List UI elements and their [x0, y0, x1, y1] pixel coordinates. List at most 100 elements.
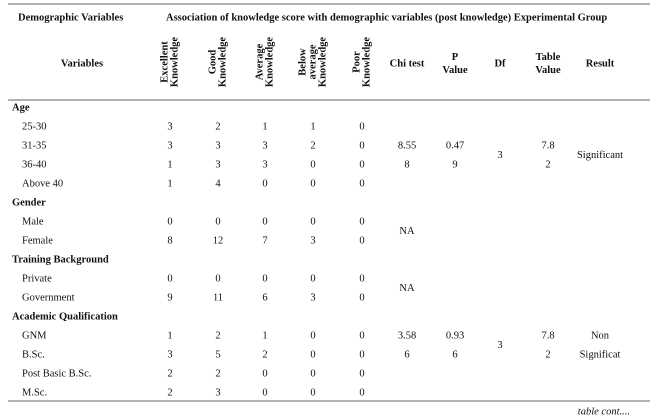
cell-value: 8 [167, 235, 172, 246]
group-name: Age [12, 102, 30, 113]
cell-value: 0 [310, 368, 315, 379]
cell-value: 0 [359, 349, 364, 360]
stat-value: Significat [580, 349, 621, 360]
knowledge-header: Knowledge [361, 37, 372, 88]
knowledge-header: average [307, 44, 318, 79]
cell-value: 3 [310, 235, 315, 246]
cell-value: 0 [359, 273, 364, 284]
variables-header: Variables [61, 58, 103, 69]
cell-value: 3 [215, 387, 220, 398]
row-label: Female [22, 235, 53, 246]
cell-value: 5 [215, 349, 220, 360]
cell-value: 11 [213, 292, 223, 303]
cell-value: 2 [310, 140, 315, 151]
stat-header: Chi test [390, 58, 425, 69]
cell-value: 0 [359, 159, 364, 170]
group-name: Academic Qualification [12, 311, 118, 322]
cell-value: 0 [262, 178, 267, 189]
stat-header: P [452, 52, 459, 63]
stat-value: NA [399, 226, 415, 237]
cell-value: 0 [310, 159, 315, 170]
cell-value: 2 [167, 387, 172, 398]
stat-value: 3.58 [398, 330, 416, 341]
cell-value: 0 [359, 121, 364, 132]
cell-value: 3 [262, 159, 267, 170]
knowledge-header: Knowledge [264, 37, 275, 88]
knowledge-header: Average [254, 43, 265, 80]
knowledge-header: Poor [351, 51, 362, 73]
cell-value: 3 [167, 121, 172, 132]
cell-value: 0 [359, 330, 364, 341]
cell-value: 2 [215, 330, 220, 341]
knowledge-header: Good [207, 50, 218, 75]
cell-value: 4 [215, 178, 221, 189]
stat-value: 6 [404, 349, 409, 360]
stat-value: 9 [452, 159, 457, 170]
row-label: 31-35 [22, 140, 47, 151]
header-group: Association of knowledge score with demo… [166, 12, 607, 23]
knowledge-header: Knowledge [217, 37, 228, 88]
stat-header: Value [442, 65, 468, 76]
row-label: Above 40 [22, 178, 63, 189]
cell-value: 1 [167, 178, 172, 189]
stat-value: 7.8 [541, 140, 554, 151]
cell-value: 1 [262, 330, 267, 341]
stat-header: Df [494, 58, 506, 69]
knowledge-header: Below [297, 48, 308, 76]
cell-value: 0 [359, 387, 364, 398]
row-label: Government [22, 292, 75, 303]
cell-value: 7 [262, 235, 267, 246]
knowledge-header: Knowledge [317, 37, 328, 88]
cell-value: 3 [215, 140, 220, 151]
knowledge-header: Knowledge [169, 37, 180, 88]
cell-value: 1 [167, 330, 172, 341]
header-left: Demographic Variables [18, 12, 123, 23]
knowledge-header: Excellent [159, 41, 170, 83]
stat-value: NA [399, 283, 415, 294]
cell-value: 0 [359, 368, 364, 379]
cell-value: 0 [215, 273, 220, 284]
cell-value: 1 [262, 121, 267, 132]
cell-value: 9 [167, 292, 172, 303]
cell-value: 0 [359, 178, 364, 189]
stat-value: 3 [497, 340, 502, 351]
stat-header: Result [586, 58, 615, 69]
stat-value: 0.47 [446, 140, 464, 151]
stat-header: Table [536, 52, 561, 63]
cell-value: 0 [359, 216, 364, 227]
group-name: Gender [12, 197, 46, 208]
stat-value: 2 [545, 349, 550, 360]
stat-value: 0.93 [446, 330, 464, 341]
cell-value: 6 [262, 292, 267, 303]
row-label: Male [22, 216, 44, 227]
cell-value: 0 [359, 140, 364, 151]
stat-value: 8 [404, 159, 409, 170]
cell-value: 0 [310, 273, 315, 284]
cell-value: 3 [215, 159, 220, 170]
row-label: Private [22, 273, 52, 284]
cell-value: 3 [167, 140, 172, 151]
cell-value: 1 [310, 121, 315, 132]
footer: table cont.... [578, 406, 630, 417]
cell-value: 0 [310, 178, 315, 189]
cell-value: 0 [359, 292, 364, 303]
cell-value: 0 [310, 216, 315, 227]
stat-value: 6 [452, 349, 457, 360]
cell-value: 2 [262, 349, 267, 360]
row-label: B.Sc. [22, 349, 45, 360]
cell-value: 0 [359, 235, 364, 246]
cell-value: 0 [262, 387, 267, 398]
stat-value: 3 [497, 150, 502, 161]
cell-value: 0 [215, 216, 220, 227]
cell-value: 3 [167, 349, 172, 360]
cell-value: 3 [262, 140, 267, 151]
cell-value: 0 [167, 273, 172, 284]
cell-value: 0 [262, 273, 267, 284]
cell-value: 0 [262, 216, 267, 227]
stat-value: 2 [545, 159, 550, 170]
cell-value: 2 [215, 121, 220, 132]
cell-value: 0 [310, 349, 315, 360]
stat-value: Non [591, 330, 610, 341]
stat-value: 7.8 [541, 330, 554, 341]
